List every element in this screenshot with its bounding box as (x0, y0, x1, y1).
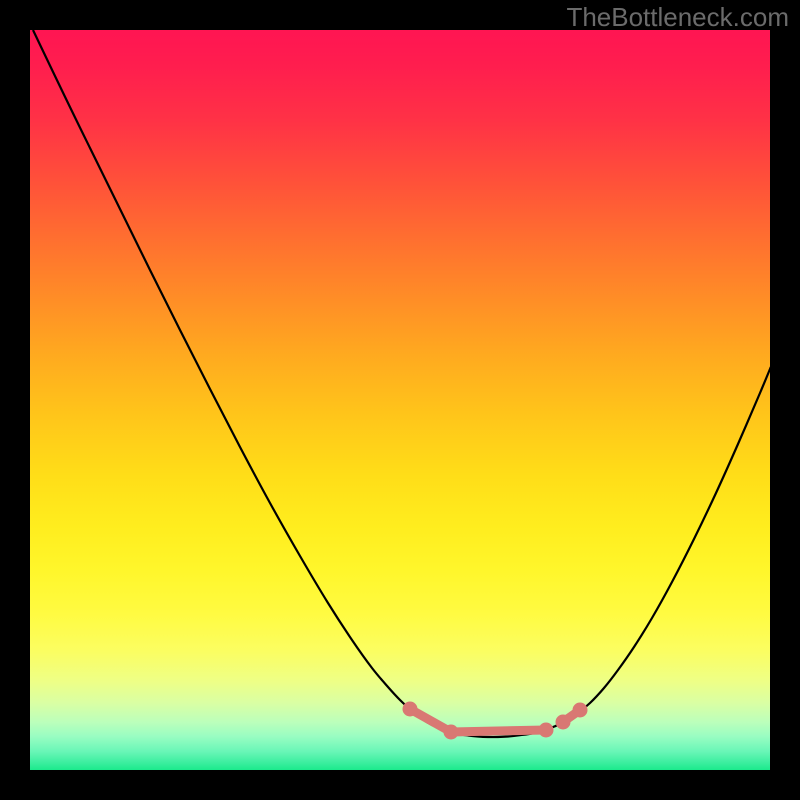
highlight-cap (403, 702, 418, 717)
highlight-cap (556, 715, 571, 730)
highlight-segment (451, 730, 546, 732)
gradient-plot-area (30, 30, 770, 770)
highlight-cap (539, 723, 554, 738)
bottleneck-chart-canvas: TheBottleneck.com (0, 0, 800, 800)
highlight-cap (444, 725, 459, 740)
chart-svg: TheBottleneck.com (0, 0, 800, 800)
watermark-text: TheBottleneck.com (566, 2, 789, 32)
highlight-cap (573, 703, 588, 718)
